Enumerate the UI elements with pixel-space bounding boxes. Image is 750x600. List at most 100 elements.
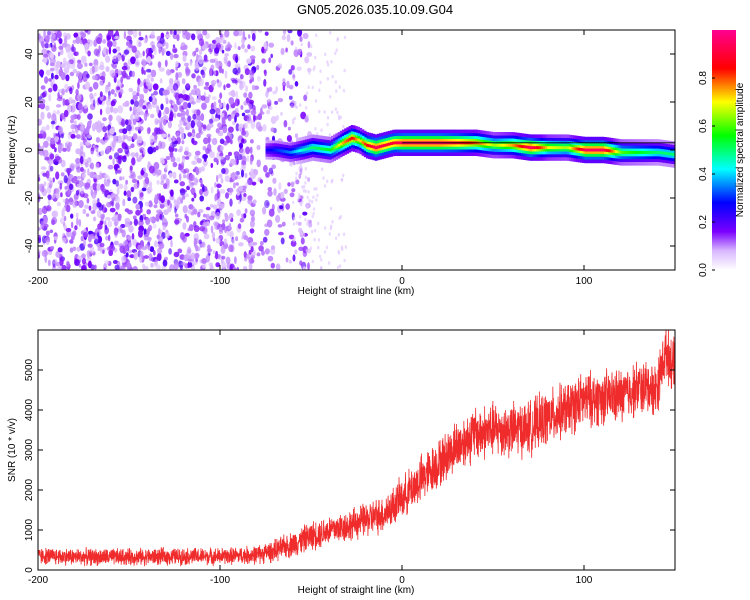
- spectrogram-noise-blob: [221, 116, 226, 125]
- spectrogram-noise-blob: [226, 83, 231, 88]
- spectrogram-ridge-cell: [361, 141, 365, 144]
- spectrogram-noise-blob: [224, 175, 231, 183]
- spectrogram-noise-blob: [65, 74, 70, 82]
- spectrogram-noise-blob: [39, 149, 45, 156]
- spectrogram-noise-blob: [342, 232, 346, 236]
- spectrogram-ridge-cell: [534, 146, 537, 150]
- spectrogram-noise-blob: [219, 92, 223, 99]
- spectrogram-noise-blob: [312, 67, 315, 72]
- spectrogram-ridge-cell: [311, 146, 315, 150]
- spectrogram-noise-blob: [223, 238, 228, 245]
- spectrogram-noise-blob: [167, 206, 172, 213]
- spectrogram-ridge-cell: [632, 151, 636, 154]
- spectrogram-noise-blob: [288, 84, 294, 90]
- spectrogram-noise-blob: [112, 260, 119, 264]
- spectrogram-noise-blob: [306, 222, 309, 226]
- spectrogram-noise-blob: [201, 241, 206, 248]
- spectrogram-noise-blob: [181, 261, 187, 266]
- spectrogram-noise-blob: [87, 39, 93, 44]
- spectrogram-noise-blob: [45, 34, 50, 44]
- spectrogram-noise-blob: [38, 118, 43, 126]
- spectrogram-noise-blob: [334, 236, 338, 241]
- spectrogram-noise-blob: [306, 114, 309, 118]
- spectrogram-noise-blob: [130, 152, 137, 158]
- spectrogram-noise-blob: [222, 126, 228, 134]
- spectrogram-noise-blob: [291, 71, 295, 75]
- spectrogram-noise-blob: [232, 182, 236, 189]
- spectrogram-noise-blob: [122, 198, 126, 207]
- spectrogram-noise-blob: [140, 169, 145, 176]
- spectrogram-noise-blob: [90, 162, 94, 170]
- spectrogram-noise-blob: [320, 265, 323, 270]
- spectrogram-noise-blob: [146, 127, 151, 135]
- spectrogram-noise-blob: [95, 162, 100, 169]
- spectrogram-noise-blob: [150, 69, 157, 78]
- spectrogram-noise-blob: [302, 266, 307, 270]
- spectrogram-noise-blob: [64, 83, 69, 90]
- spectrogram-noise-blob: [165, 42, 169, 50]
- spectrogram-noise-blob: [147, 82, 153, 90]
- spectrogram-noise-blob: [56, 96, 63, 102]
- spectrogram-noise-blob: [40, 166, 47, 170]
- spectrogram-noise-blob: [86, 257, 92, 262]
- spectrogram-ridge-cell: [654, 151, 658, 154]
- spectrogram-noise-blob: [158, 117, 164, 124]
- spectrogram-noise-blob: [66, 61, 71, 70]
- spectrogram-noise-blob: [44, 255, 48, 263]
- spectrogram-noise-blob: [288, 95, 293, 100]
- spectrogram-noise-blob: [283, 120, 288, 128]
- spectrogram-noise-blob: [76, 51, 79, 56]
- spectrogram-ridge-cell: [326, 148, 330, 152]
- spectrogram-noise-blob: [114, 35, 120, 40]
- spectrogram-ridge-cell: [309, 146, 312, 150]
- spectrogram-ridge-cell: [298, 149, 302, 153]
- spectrogram-noise-blob: [215, 128, 220, 134]
- spectrogram-noise-blob: [228, 244, 234, 253]
- spectrogram-noise-blob: [189, 174, 195, 182]
- spectrogram-noise-blob: [193, 84, 197, 90]
- snr-x-ticks: -200 -100 0 100: [28, 330, 593, 586]
- spectrogram-noise-blob: [194, 252, 200, 259]
- spectrogram-noise-blob: [128, 174, 135, 179]
- spectrogram-ridge-cell: [571, 146, 575, 150]
- spectrogram-noise-blob: [167, 133, 171, 138]
- spectrogram-ridge-cell: [324, 147, 328, 151]
- x-tick-label: 100: [576, 575, 593, 586]
- spectrogram-noise-blob: [335, 48, 338, 52]
- spectrogram-noise-blob: [38, 207, 43, 216]
- spectrogram-ridge-cell: [363, 142, 367, 146]
- spectrogram-noise-blob: [189, 92, 192, 97]
- spectrogram-noise-blob: [75, 190, 80, 196]
- spectrogram-noise-blob: [277, 63, 283, 68]
- spectrogram-noise-blob: [110, 100, 116, 107]
- spectrogram-noise-blob: [205, 254, 211, 263]
- spectrogram-noise-blob: [209, 108, 216, 115]
- spectrogram-noise-blob: [89, 92, 94, 100]
- spectrogram-noise-blob: [199, 188, 204, 196]
- spectrogram-noise-blob: [243, 101, 248, 106]
- spectrogram-noise-blob: [298, 173, 302, 179]
- spectrogram-noise-blob: [198, 167, 204, 173]
- spectrogram-noise-blob: [210, 186, 214, 194]
- spectrogram-noise-blob: [62, 207, 66, 212]
- snr-x-axis-label: Height of straight line (km): [298, 585, 415, 596]
- spectrogram-noise-blob: [219, 203, 225, 210]
- spectrogram-noise-blob: [292, 238, 296, 243]
- spectrogram-noise-blob: [243, 213, 247, 219]
- spectrogram-noise-blob: [174, 213, 179, 218]
- spectrogram-noise-blob: [181, 140, 185, 145]
- y-tick-label: -20: [24, 190, 35, 205]
- spectrogram-ridge-cell: [575, 147, 579, 151]
- spectrogram-noise-blob: [311, 214, 314, 219]
- spectrogram-ridge-cell: [577, 147, 581, 151]
- spectrogram-noise-blob: [70, 213, 74, 219]
- spectrogram-noise-blob: [228, 222, 232, 230]
- spectrogram-noise-blob: [198, 239, 202, 245]
- spectrogram-noise-blob: [179, 97, 184, 103]
- spectrogram-noise-blob: [327, 261, 331, 265]
- spectrogram-noise-blob: [264, 199, 270, 209]
- spectrogram-noise-blob: [57, 51, 61, 57]
- spectrogram-ridge-cell: [663, 151, 666, 155]
- spectrogram-noise-blob: [251, 181, 257, 186]
- spectrogram-noise-blob: [126, 75, 131, 80]
